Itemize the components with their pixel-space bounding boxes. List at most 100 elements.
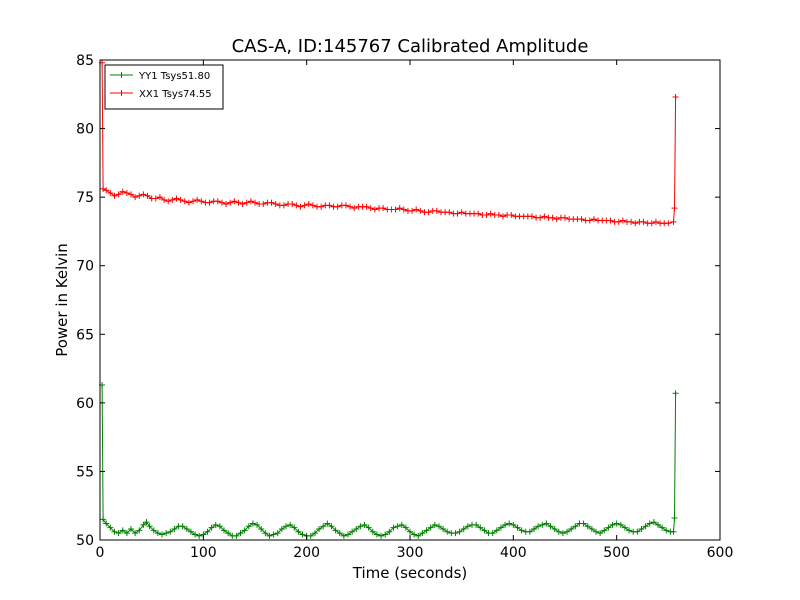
data-point bbox=[132, 530, 139, 537]
data-point bbox=[617, 521, 624, 528]
data-point bbox=[297, 203, 304, 210]
data-point bbox=[580, 520, 587, 527]
data-point bbox=[165, 198, 172, 205]
data-point bbox=[266, 532, 273, 539]
data-point bbox=[345, 531, 351, 538]
data-point bbox=[340, 532, 347, 539]
data-point bbox=[473, 521, 480, 528]
data-point bbox=[233, 532, 240, 539]
data-point bbox=[394, 523, 401, 530]
data-point bbox=[161, 196, 168, 203]
data-point bbox=[535, 523, 542, 530]
data-point bbox=[231, 198, 238, 205]
data-point bbox=[146, 523, 153, 530]
data-point bbox=[628, 218, 635, 225]
data-point bbox=[607, 217, 614, 224]
data-point bbox=[672, 94, 679, 101]
data-point bbox=[100, 185, 107, 192]
data-point bbox=[159, 531, 165, 538]
data-point bbox=[316, 526, 323, 533]
data-point bbox=[440, 526, 447, 533]
data-point bbox=[638, 526, 645, 533]
data-point bbox=[198, 198, 205, 205]
data-point bbox=[225, 530, 232, 537]
data-point bbox=[613, 520, 620, 527]
data-point bbox=[235, 199, 242, 206]
legend-entry: XX1 Tsys74.55 bbox=[110, 89, 212, 100]
data-point bbox=[413, 206, 420, 213]
data-point bbox=[336, 530, 343, 537]
x-tick-label: 200 bbox=[293, 545, 320, 561]
data-point bbox=[140, 191, 147, 198]
data-point bbox=[194, 196, 201, 203]
data-point bbox=[143, 519, 150, 526]
data-point bbox=[307, 532, 314, 539]
data-point bbox=[626, 527, 633, 534]
data-point bbox=[409, 207, 416, 214]
data-point bbox=[584, 523, 591, 530]
data-point bbox=[646, 520, 653, 527]
data-point bbox=[531, 526, 537, 533]
data-point bbox=[407, 528, 413, 535]
data-point bbox=[115, 530, 122, 537]
legend: YY1 Tsys51.80 XX1 Tsys74.55 bbox=[104, 64, 224, 110]
data-point bbox=[663, 527, 670, 534]
data-point bbox=[268, 199, 275, 206]
data-point bbox=[363, 203, 370, 210]
data-point bbox=[243, 199, 250, 206]
data-point bbox=[289, 201, 296, 207]
data-point bbox=[311, 530, 318, 537]
data-point bbox=[169, 196, 176, 203]
data-point bbox=[332, 527, 339, 534]
y-axis-label: Power in Kelvin bbox=[53, 243, 71, 357]
data-point bbox=[192, 531, 199, 538]
data-point bbox=[245, 523, 252, 530]
data-point bbox=[181, 198, 188, 205]
data-point bbox=[218, 199, 225, 206]
data-point bbox=[670, 528, 677, 535]
data-point bbox=[458, 209, 465, 216]
data-point bbox=[489, 530, 496, 537]
data-point bbox=[136, 192, 143, 199]
data-point bbox=[454, 210, 461, 217]
data-point bbox=[402, 524, 409, 531]
data-point bbox=[334, 203, 341, 210]
data-point bbox=[475, 210, 482, 217]
data-point bbox=[295, 528, 302, 535]
data-point bbox=[123, 530, 130, 537]
data-point bbox=[278, 526, 285, 533]
data-point bbox=[100, 516, 107, 523]
data-point bbox=[481, 527, 488, 534]
data-point bbox=[425, 209, 432, 216]
data-point bbox=[539, 521, 546, 528]
data-point bbox=[650, 519, 657, 526]
data-point bbox=[444, 528, 451, 535]
data-point bbox=[179, 523, 186, 530]
data-point bbox=[487, 210, 494, 217]
data-point bbox=[227, 199, 234, 206]
y-tick-label: 55 bbox=[76, 464, 94, 480]
data-point bbox=[320, 523, 327, 530]
data-point bbox=[190, 198, 196, 205]
data-point bbox=[419, 530, 426, 537]
data-point bbox=[423, 527, 430, 534]
legend-label: XX1 Tsys74.55 bbox=[139, 89, 212, 100]
y-tick-label: 75 bbox=[76, 190, 94, 206]
data-point bbox=[477, 524, 484, 531]
data-point bbox=[119, 527, 126, 534]
data-point bbox=[648, 220, 655, 227]
data-point bbox=[140, 521, 147, 528]
legend-box bbox=[104, 64, 224, 110]
data-point bbox=[433, 207, 440, 214]
data-point bbox=[568, 526, 575, 533]
data-point bbox=[128, 191, 134, 198]
data-point bbox=[206, 199, 213, 206]
data-point bbox=[144, 192, 151, 199]
x-tick-label: 300 bbox=[397, 545, 424, 561]
data-point bbox=[493, 527, 500, 534]
y-tick-label: 80 bbox=[76, 122, 94, 138]
data-point bbox=[361, 521, 368, 528]
data-point bbox=[659, 524, 666, 531]
data-point bbox=[185, 199, 192, 206]
data-point bbox=[559, 530, 566, 537]
